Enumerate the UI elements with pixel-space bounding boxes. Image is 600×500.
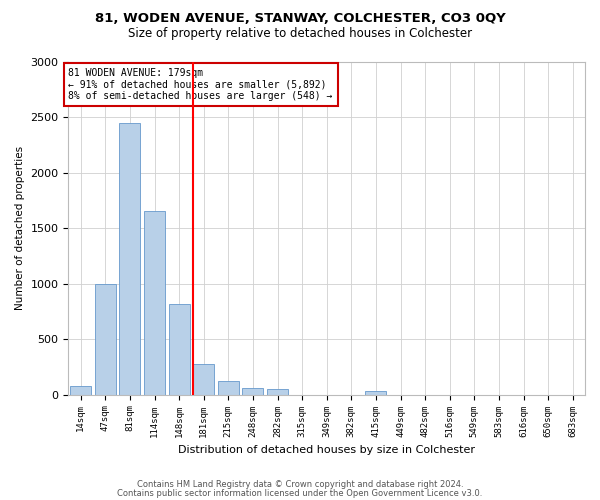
Bar	[119, 122, 140, 394]
Bar	[218, 382, 239, 394]
Bar	[169, 304, 190, 394]
Y-axis label: Number of detached properties: Number of detached properties	[15, 146, 25, 310]
Text: 81, WODEN AVENUE, STANWAY, COLCHESTER, CO3 0QY: 81, WODEN AVENUE, STANWAY, COLCHESTER, C…	[95, 12, 505, 26]
Bar	[144, 212, 165, 394]
Text: Contains HM Land Registry data © Crown copyright and database right 2024.: Contains HM Land Registry data © Crown c…	[137, 480, 463, 489]
Text: Size of property relative to detached houses in Colchester: Size of property relative to detached ho…	[128, 28, 472, 40]
Bar	[95, 284, 116, 395]
Bar	[267, 388, 288, 394]
Text: 81 WODEN AVENUE: 179sqm
← 91% of detached houses are smaller (5,892)
8% of semi-: 81 WODEN AVENUE: 179sqm ← 91% of detache…	[68, 68, 333, 102]
Bar	[193, 364, 214, 394]
Bar	[365, 392, 386, 394]
X-axis label: Distribution of detached houses by size in Colchester: Distribution of detached houses by size …	[178, 445, 475, 455]
Bar	[242, 388, 263, 394]
Text: Contains public sector information licensed under the Open Government Licence v3: Contains public sector information licen…	[118, 488, 482, 498]
Bar	[70, 386, 91, 394]
